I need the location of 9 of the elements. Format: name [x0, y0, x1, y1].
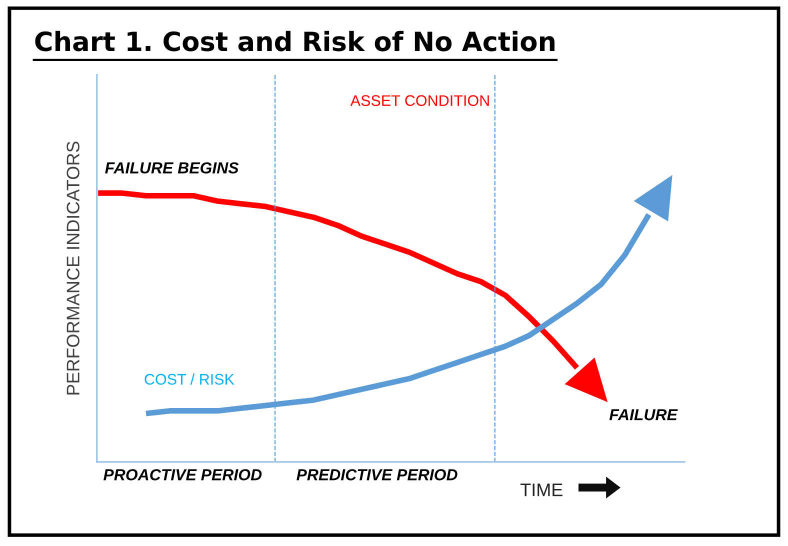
series-label: COST / RISK	[144, 374, 234, 385]
x-axis-title: TIME	[520, 484, 562, 496]
chart-title: Chart 1. Cost and Risk of No Action	[35, 30, 554, 52]
text: ASSET CONDITION	[350, 95, 489, 106]
text: PREDICTIVE PERIOD	[296, 469, 458, 480]
text: FAILURE BEGINS	[105, 162, 239, 174]
y-axis-title: PERFORMANCE INDICATORS	[66, 142, 80, 394]
text: PROACTIVE PERIOD	[104, 469, 262, 480]
annotation: FAILURE	[609, 409, 678, 420]
